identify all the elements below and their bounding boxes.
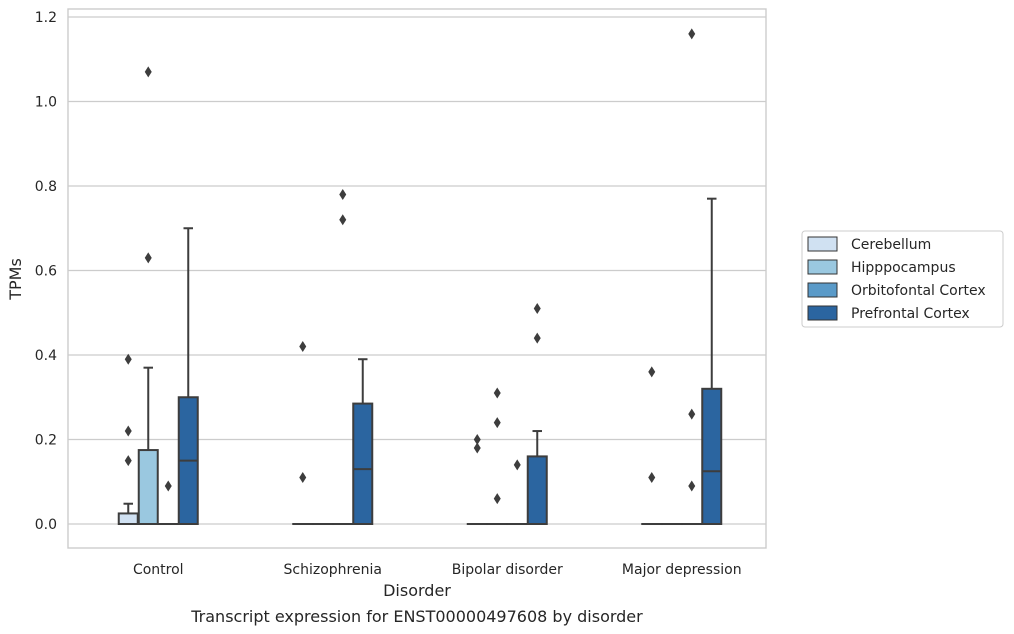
box bbox=[352, 358, 374, 525]
box bbox=[137, 66, 159, 525]
boxes bbox=[117, 28, 723, 526]
outlier-point bbox=[648, 366, 656, 378]
outlier-point bbox=[339, 188, 347, 200]
box bbox=[332, 188, 354, 526]
legend-label: Orbitofontal Cortex bbox=[851, 283, 986, 299]
outlier-point bbox=[124, 455, 132, 467]
y-tick-label: 0.4 bbox=[35, 348, 57, 364]
legend-label: Hipppocampus bbox=[851, 260, 956, 276]
y-axis-label: TPMs bbox=[6, 258, 25, 301]
outlier-point bbox=[339, 214, 347, 226]
y-tick-label: 0.2 bbox=[35, 433, 57, 449]
y-axis-ticks: 0.0 0.2 0.4 0.6 0.8 1.0 1.2 bbox=[35, 10, 57, 533]
outlier-point bbox=[493, 387, 501, 399]
chart-caption: Transcript expression for ENST0000049760… bbox=[190, 607, 643, 626]
outlier-point bbox=[144, 66, 152, 78]
outlier-point bbox=[493, 417, 501, 429]
legend-label: Prefrontal Cortex bbox=[851, 306, 970, 322]
outlier-point bbox=[533, 332, 541, 344]
box-body bbox=[137, 449, 159, 525]
outlier-point bbox=[164, 480, 172, 492]
outlier-point bbox=[648, 472, 656, 484]
outlier-point bbox=[473, 434, 481, 445]
legend-swatch bbox=[807, 305, 838, 321]
outlier-point bbox=[124, 425, 132, 437]
outlier-point bbox=[533, 303, 541, 315]
legend-swatch bbox=[807, 236, 838, 252]
legend-label: Cerebellum bbox=[851, 237, 931, 253]
box bbox=[681, 28, 703, 526]
outlier-point bbox=[688, 480, 696, 492]
outlier-point bbox=[473, 442, 481, 454]
plot-area bbox=[67, 8, 767, 549]
legend-swatch bbox=[807, 259, 838, 275]
outlier-point bbox=[688, 408, 696, 420]
y-tick-label: 0.6 bbox=[35, 264, 57, 280]
outlier-point bbox=[513, 459, 521, 471]
x-tick-label: Bipolar disorder bbox=[452, 562, 563, 578]
x-axis-ticks: Control Schizophrenia Bipolar disorder Majo… bbox=[133, 562, 742, 578]
outlier-point bbox=[688, 28, 696, 40]
box bbox=[177, 227, 199, 525]
outlier-point bbox=[144, 252, 152, 264]
box-body bbox=[352, 402, 374, 525]
x-tick-label: Schizophrenia bbox=[284, 562, 382, 578]
box bbox=[466, 434, 488, 526]
x-tick-label: Major depression bbox=[622, 562, 742, 578]
outlier-point bbox=[124, 353, 132, 365]
outlier-point bbox=[299, 341, 307, 353]
box-body bbox=[117, 512, 139, 525]
y-tick-label: 0.0 bbox=[35, 517, 57, 533]
box-body bbox=[701, 387, 723, 525]
outlier-point bbox=[299, 472, 307, 484]
box bbox=[701, 197, 723, 525]
x-tick-label: Control bbox=[133, 562, 184, 578]
outlier-point bbox=[493, 493, 501, 505]
box-body bbox=[526, 455, 548, 525]
box bbox=[506, 459, 528, 526]
legend: Cerebellum Hipppocampus Orbitofontal Corte… bbox=[801, 230, 1004, 328]
legend-frame bbox=[801, 230, 1004, 328]
y-tick-label: 0.8 bbox=[35, 179, 57, 195]
x-axis-label: Disorder bbox=[383, 581, 451, 600]
y-tick-label: 1.2 bbox=[35, 10, 57, 26]
box bbox=[526, 303, 548, 525]
legend-swatch bbox=[807, 282, 838, 298]
y-tick-label: 1.0 bbox=[35, 95, 57, 111]
